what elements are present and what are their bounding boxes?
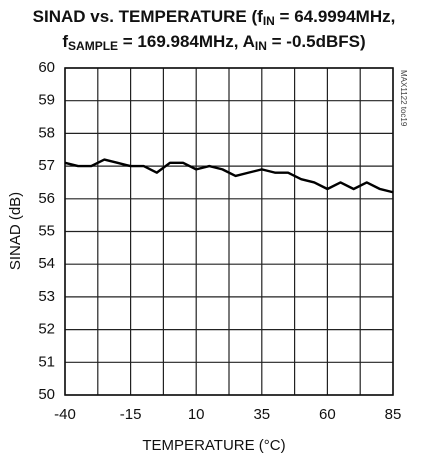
- x-tick-label: -40: [54, 406, 76, 423]
- annotation: MAX1122 toc19: [399, 70, 408, 127]
- data-line: [64, 158, 394, 194]
- y-tick-label: 51: [38, 353, 55, 370]
- title-part: = 64.9994MHz,: [275, 7, 396, 26]
- plot-frame: [64, 67, 394, 396]
- y-tick-label: 54: [38, 255, 55, 272]
- y-tick-label: 57: [38, 157, 55, 174]
- title-part: IN: [255, 39, 267, 53]
- title-part: SINAD vs. TEMPERATURE (f: [33, 7, 263, 26]
- title-part: IN: [263, 14, 275, 28]
- title-part: = -0.5dBFS): [267, 32, 366, 51]
- x-tick-label: -15: [120, 406, 142, 423]
- y-tick-label: 56: [38, 190, 55, 207]
- y-tick-label: 52: [38, 321, 55, 338]
- y-tick-label: 50: [38, 386, 55, 403]
- y-tick-label: 60: [38, 59, 55, 76]
- x-tick-label: 60: [319, 406, 336, 423]
- title-part: SAMPLE: [68, 39, 118, 53]
- x-tick-label: 10: [188, 406, 205, 423]
- chart-title: SINAD vs. TEMPERATURE (fIN = 64.9994MHz,: [33, 7, 396, 28]
- chart-title: fSAMPLE = 169.984MHz, AIN = -0.5dBFS): [62, 32, 365, 53]
- y-tick-label: 59: [38, 92, 55, 109]
- y-tick-label: 55: [38, 222, 55, 239]
- x-tick-label: 35: [253, 406, 270, 423]
- title-part: f: [62, 32, 68, 51]
- y-tick-label: 53: [38, 288, 55, 305]
- x-axis-label: TEMPERATURE (°C): [142, 437, 285, 454]
- x-tick-label: 85: [385, 406, 402, 423]
- title-part: = 169.984MHz, A: [118, 32, 255, 51]
- y-tick-label: 58: [38, 124, 55, 141]
- y-axis-label: SINAD (dB): [7, 192, 24, 270]
